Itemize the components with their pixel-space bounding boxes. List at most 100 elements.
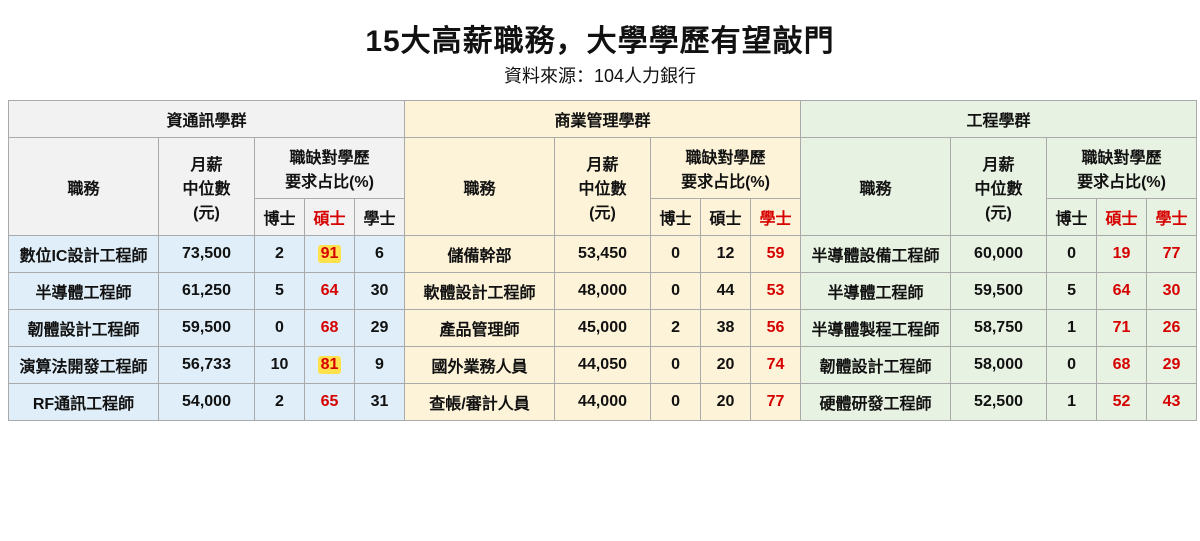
- phd-cell: 0: [651, 236, 701, 273]
- deg-phd-2: 博士: [1047, 199, 1097, 236]
- job-cell: 軟體設計工程師: [405, 273, 555, 310]
- table-row: 演算法開發工程師56,73310819國外業務人員44,05002074韌體設計…: [9, 347, 1197, 384]
- job-cell: 產品管理師: [405, 310, 555, 347]
- ms-cell: 52: [1097, 384, 1147, 421]
- bs-cell: 56: [751, 310, 801, 347]
- job-cell: RF通訊工程師: [9, 384, 159, 421]
- phd-cell: 0: [651, 347, 701, 384]
- ms-cell: 19: [1097, 236, 1147, 273]
- phd-cell: 0: [1047, 347, 1097, 384]
- ms-cell: 12: [701, 236, 751, 273]
- salary-label-l1: 月薪: [190, 157, 222, 174]
- job-cell: 數位IC設計工程師: [9, 236, 159, 273]
- ms-cell: 20: [701, 384, 751, 421]
- job-cell: 演算法開發工程師: [9, 347, 159, 384]
- phd-cell: 10: [255, 347, 305, 384]
- col-salary-0: 月薪 中位數 (元): [159, 138, 255, 236]
- bs-cell: 43: [1147, 384, 1197, 421]
- phd-cell: 2: [255, 384, 305, 421]
- ms-cell: 44: [701, 273, 751, 310]
- ms-cell: 64: [1097, 273, 1147, 310]
- salary-cell: 53,450: [555, 236, 651, 273]
- salary-cell: 45,000: [555, 310, 651, 347]
- bs-cell: 30: [355, 273, 405, 310]
- ms-cell: 68: [305, 310, 355, 347]
- bs-cell: 53: [751, 273, 801, 310]
- bs-cell: 77: [751, 384, 801, 421]
- col-job-2: 職務: [801, 138, 951, 236]
- table-row: 半導體工程師61,25056430軟體設計工程師48,00004453半導體工程…: [9, 273, 1197, 310]
- job-cell: 韌體設計工程師: [801, 347, 951, 384]
- phd-cell: 1: [1047, 310, 1097, 347]
- salary-label-l2: 中位數: [182, 181, 230, 198]
- group-header-row: 資通訊學群 商業管理學群 工程學群: [9, 101, 1197, 138]
- salary-label-l3: (元): [193, 205, 220, 222]
- bs-cell: 59: [751, 236, 801, 273]
- salary-cell: 56,733: [159, 347, 255, 384]
- salary-cell: 44,000: [555, 384, 651, 421]
- group-header-1: 商業管理學群: [405, 101, 801, 138]
- bs-cell: 29: [355, 310, 405, 347]
- ms-cell: 20: [701, 347, 751, 384]
- salary-cell: 61,250: [159, 273, 255, 310]
- ms-cell: 91: [305, 236, 355, 273]
- ms-cell: 65: [305, 384, 355, 421]
- col-job-1: 職務: [405, 138, 555, 236]
- deg-bs-1: 學士: [751, 199, 801, 236]
- phd-cell: 0: [255, 310, 305, 347]
- col-ratio-1: 職缺對學歷 要求占比(%): [651, 138, 801, 199]
- job-cell: 查帳/審計人員: [405, 384, 555, 421]
- job-cell: 半導體設備工程師: [801, 236, 951, 273]
- ms-cell: 64: [305, 273, 355, 310]
- bs-cell: 29: [1147, 347, 1197, 384]
- salary-cell: 60,000: [951, 236, 1047, 273]
- page-title: 15大高薪職務，大學學歷有望敲門: [8, 16, 1192, 60]
- bs-cell: 30: [1147, 273, 1197, 310]
- phd-cell: 0: [1047, 236, 1097, 273]
- job-cell: 半導體工程師: [9, 273, 159, 310]
- job-cell: 國外業務人員: [405, 347, 555, 384]
- ms-cell: 81: [305, 347, 355, 384]
- ms-cell: 71: [1097, 310, 1147, 347]
- deg-phd-0: 博士: [255, 199, 305, 236]
- salary-cell: 44,050: [555, 347, 651, 384]
- col-job-0: 職務: [9, 138, 159, 236]
- phd-cell: 5: [255, 273, 305, 310]
- salary-cell: 58,000: [951, 347, 1047, 384]
- salary-cell: 73,500: [159, 236, 255, 273]
- col-ratio-0: 職缺對學歷 要求占比(%): [255, 138, 405, 199]
- bs-cell: 6: [355, 236, 405, 273]
- table-row: RF通訊工程師54,00026531查帳/審計人員44,00002077硬體研發…: [9, 384, 1197, 421]
- phd-cell: 5: [1047, 273, 1097, 310]
- col-salary-1: 月薪 中位數 (元): [555, 138, 651, 236]
- phd-cell: 0: [651, 273, 701, 310]
- bs-cell: 77: [1147, 236, 1197, 273]
- job-cell: 半導體工程師: [801, 273, 951, 310]
- ratio-label-l1: 職缺對學歷: [290, 150, 370, 167]
- page-subtitle: 資料來源：104人力銀行: [8, 62, 1192, 88]
- bs-cell: 9: [355, 347, 405, 384]
- deg-bs-2: 學士: [1147, 199, 1197, 236]
- salary-cell: 58,750: [951, 310, 1047, 347]
- table-row: 韌體設計工程師59,50006829產品管理師45,00023856半導體製程工…: [9, 310, 1197, 347]
- col-salary-2: 月薪 中位數 (元): [951, 138, 1047, 236]
- ms-cell: 68: [1097, 347, 1147, 384]
- salary-cell: 59,500: [159, 310, 255, 347]
- job-cell: 儲備幹部: [405, 236, 555, 273]
- job-cell: 硬體研發工程師: [801, 384, 951, 421]
- deg-phd-1: 博士: [651, 199, 701, 236]
- phd-cell: 2: [651, 310, 701, 347]
- salary-cell: 48,000: [555, 273, 651, 310]
- table-row: 數位IC設計工程師73,5002916儲備幹部53,45001259半導體設備工…: [9, 236, 1197, 273]
- deg-ms-2: 碩士: [1097, 199, 1147, 236]
- phd-cell: 0: [651, 384, 701, 421]
- sub-header-row-1: 職務 月薪 中位數 (元) 職缺對學歷 要求占比(%) 職務 月薪 中位數 (元…: [9, 138, 1197, 199]
- col-ratio-2: 職缺對學歷 要求占比(%): [1047, 138, 1197, 199]
- phd-cell: 1: [1047, 384, 1097, 421]
- salary-table: 資通訊學群 商業管理學群 工程學群 職務 月薪 中位數 (元) 職缺對學歷 要求…: [8, 100, 1197, 421]
- deg-ms-1: 碩士: [701, 199, 751, 236]
- salary-cell: 54,000: [159, 384, 255, 421]
- deg-bs-0: 學士: [355, 199, 405, 236]
- salary-cell: 59,500: [951, 273, 1047, 310]
- deg-ms-0: 碩士: [305, 199, 355, 236]
